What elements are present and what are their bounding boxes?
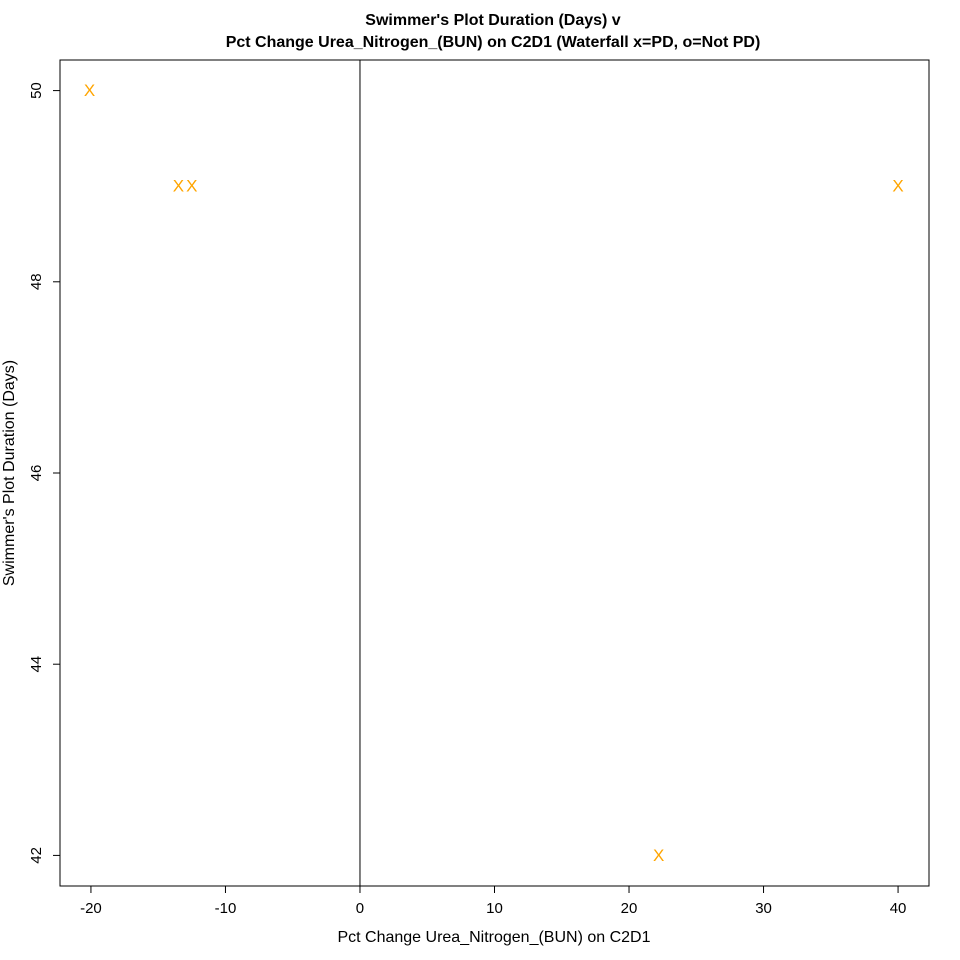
y-tick-label: 42 bbox=[28, 847, 45, 864]
y-tick-label: 46 bbox=[28, 465, 45, 482]
y-axis: 42 44 46 48 50 bbox=[28, 82, 61, 864]
data-point: X bbox=[173, 177, 184, 196]
x-tick-label: 40 bbox=[890, 900, 907, 917]
x-tick-label: 20 bbox=[621, 900, 638, 917]
x-axis-label: Pct Change Urea_Nitrogen_(BUN) on C2D1 bbox=[337, 929, 650, 946]
x-tick-label: -20 bbox=[80, 900, 102, 917]
y-tick-label: 50 bbox=[28, 82, 45, 99]
x-tick-label: -10 bbox=[215, 900, 237, 917]
y-axis-label: Swimmer's Plot Duration (Days) bbox=[1, 360, 18, 586]
x-axis: -20 -10 0 10 20 30 40 bbox=[80, 885, 907, 917]
y-tick-label: 44 bbox=[28, 656, 45, 673]
data-point: X bbox=[892, 177, 903, 196]
x-tick-label: 10 bbox=[486, 900, 503, 917]
data-point: X bbox=[84, 81, 95, 100]
chart-title-line-1: Swimmer's Plot Duration (Days) v bbox=[365, 12, 621, 29]
data-point: X bbox=[653, 846, 664, 865]
data-point: X bbox=[186, 177, 197, 196]
x-tick-label: 30 bbox=[755, 900, 772, 917]
y-tick-label: 48 bbox=[28, 273, 45, 290]
data-points: XX X XX bbox=[84, 81, 904, 865]
chart-title-line-2: Pct Change Urea_Nitrogen_(BUN) on C2D1 (… bbox=[226, 34, 761, 51]
x-tick-label: 0 bbox=[356, 900, 364, 917]
